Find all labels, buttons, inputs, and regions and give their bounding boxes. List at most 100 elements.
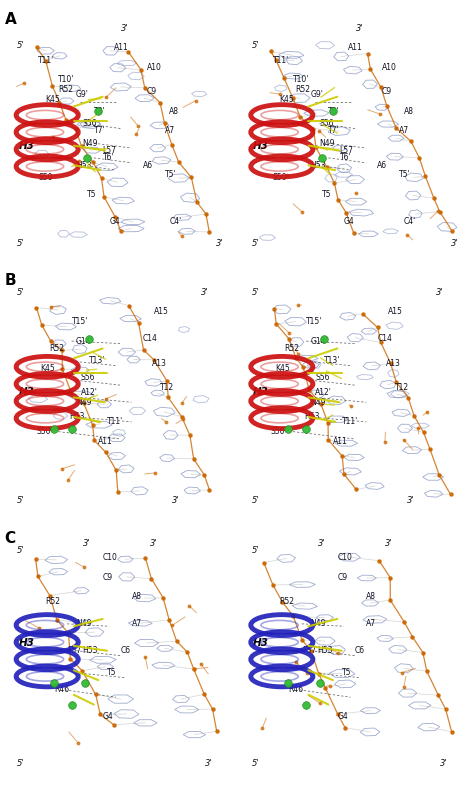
Text: 5': 5': [17, 41, 24, 50]
Text: T5: T5: [342, 668, 351, 677]
Text: A8: A8: [131, 593, 141, 602]
Text: 5': 5': [17, 239, 24, 248]
Text: K45: K45: [280, 95, 294, 103]
Text: H3: H3: [253, 638, 269, 648]
Text: A15: A15: [154, 307, 169, 316]
Text: T10': T10': [58, 75, 75, 84]
Text: K45: K45: [275, 363, 290, 373]
Text: N49: N49: [310, 398, 326, 407]
Text: H53: H53: [304, 412, 319, 422]
Text: 3': 3': [217, 239, 224, 248]
Text: 5': 5': [251, 239, 259, 248]
Text: S56: S56: [315, 373, 329, 383]
Text: A13: A13: [152, 358, 166, 367]
Text: F57: F57: [302, 646, 316, 655]
Text: 3': 3': [150, 539, 157, 548]
Text: 5': 5': [251, 496, 259, 504]
Text: A6: A6: [143, 160, 153, 170]
Text: 5': 5': [17, 759, 24, 768]
Text: H3: H3: [253, 140, 269, 151]
Text: 3': 3': [201, 288, 209, 297]
Text: A11: A11: [98, 437, 113, 446]
Text: A6: A6: [377, 160, 387, 170]
Text: T12: T12: [160, 383, 174, 392]
Text: R52: R52: [45, 597, 60, 606]
Text: R46: R46: [289, 686, 304, 695]
Text: A: A: [5, 12, 17, 27]
Text: G4: G4: [337, 712, 348, 721]
Text: T15': T15': [72, 317, 88, 326]
Text: T10': T10': [293, 75, 310, 84]
Text: A10: A10: [147, 63, 162, 72]
Text: C9: C9: [147, 87, 157, 96]
Text: 3': 3': [451, 239, 459, 248]
Text: 3': 3': [384, 539, 392, 548]
Text: C10: C10: [337, 553, 352, 562]
Text: T13': T13': [324, 356, 340, 365]
Text: A8: A8: [404, 107, 414, 116]
Text: H3: H3: [18, 638, 34, 648]
Text: R46: R46: [54, 686, 69, 695]
Text: R52: R52: [280, 597, 295, 606]
Text: H53: H53: [317, 646, 333, 655]
Text: 3': 3': [440, 759, 447, 768]
Text: S56: S56: [82, 119, 97, 128]
Text: C10: C10: [103, 553, 118, 562]
Text: 3': 3': [318, 539, 326, 548]
Text: T11': T11': [38, 55, 55, 64]
Text: 3': 3': [121, 24, 128, 33]
Text: T15': T15': [306, 317, 323, 326]
Text: 3': 3': [172, 496, 180, 504]
Text: H3: H3: [253, 387, 269, 398]
Text: C14: C14: [143, 334, 157, 343]
Text: C4': C4': [169, 217, 182, 226]
Text: R52: R52: [295, 85, 310, 94]
Text: 5': 5': [251, 759, 259, 768]
Text: G14': G14': [310, 337, 328, 346]
Text: L57: L57: [103, 146, 117, 155]
Text: 5': 5': [17, 546, 24, 555]
Text: T7': T7': [94, 127, 105, 136]
Text: T7': T7': [328, 127, 340, 136]
Text: N49: N49: [76, 398, 91, 407]
Text: T5': T5': [400, 171, 411, 180]
Text: N49: N49: [82, 139, 98, 148]
Text: A12': A12': [81, 388, 97, 397]
Text: C9: C9: [337, 573, 347, 582]
Text: R52: R52: [49, 344, 64, 353]
Text: H3: H3: [18, 140, 34, 151]
Text: S56: S56: [81, 373, 95, 383]
Text: C6: C6: [355, 646, 365, 655]
Text: 3': 3': [356, 24, 363, 33]
Text: A13: A13: [386, 358, 401, 367]
Text: 5': 5': [17, 288, 24, 297]
Text: H53: H53: [69, 412, 85, 422]
Text: G14': G14': [76, 337, 94, 346]
Text: G4: G4: [103, 712, 113, 721]
Text: G9': G9': [310, 90, 324, 99]
Text: S50: S50: [273, 173, 287, 182]
Text: 5': 5': [251, 546, 259, 555]
Text: N49: N49: [319, 139, 335, 148]
Text: T5: T5: [87, 190, 97, 199]
Text: L57: L57: [339, 146, 354, 155]
Text: N49: N49: [310, 619, 326, 628]
Text: T11': T11': [342, 417, 358, 427]
Text: T11': T11': [107, 417, 123, 427]
Text: H3: H3: [18, 387, 34, 398]
Text: T5: T5: [107, 668, 117, 677]
Text: 5': 5': [251, 288, 259, 297]
Text: C4': C4': [404, 217, 416, 226]
Text: T8': T8': [94, 107, 105, 116]
Text: A7: A7: [366, 619, 376, 628]
Text: A7: A7: [131, 619, 142, 628]
Text: T6': T6': [339, 153, 351, 162]
Text: T12: T12: [395, 383, 409, 392]
Text: C9: C9: [103, 573, 113, 582]
Text: F57: F57: [67, 646, 81, 655]
Text: 5': 5': [251, 41, 259, 50]
Text: T5: T5: [322, 190, 331, 199]
Text: A10: A10: [382, 63, 397, 72]
Text: G4: G4: [344, 217, 355, 226]
Text: C6: C6: [120, 646, 130, 655]
